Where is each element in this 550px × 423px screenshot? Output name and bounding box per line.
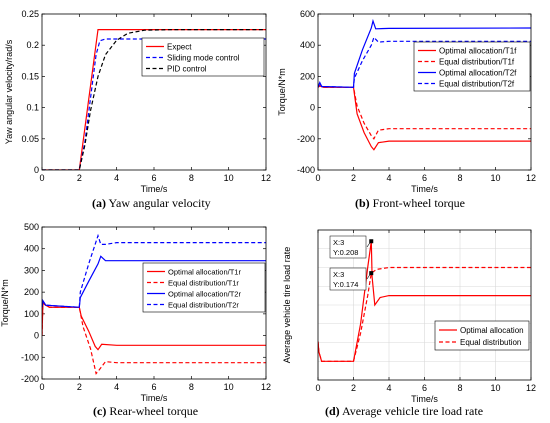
datatip-marker: [369, 271, 374, 276]
x-tick-label: 2: [77, 382, 82, 392]
x-tick-label: 6: [422, 383, 427, 393]
series-line-3: [42, 233, 266, 308]
chart-0: 0 2 4 6 8 10 12 0 0.05 0.1 0.15 0.2 0.25 Time/s Yaw an…: [4, 9, 271, 194]
y-tick-label: 400: [300, 40, 315, 50]
y-axis-label: Average vehicle tire load rate: [282, 247, 292, 363]
x-tick-label: 0: [39, 173, 44, 183]
y-tick-label: 0: [34, 165, 39, 175]
legend-entry: Optimal allocation/T2r: [168, 290, 241, 299]
legend-entry: Optimal allocation/T1r: [168, 268, 241, 277]
plot-frame: [317, 229, 532, 381]
legend-entry: Optimal allocation/T2f: [439, 69, 517, 78]
caption-b: (b) Front-wheel torque: [355, 196, 465, 210]
y-tick-label: 500: [24, 222, 39, 232]
series-line-1: [318, 85, 531, 140]
legend-entry: Optimal allocation: [460, 326, 524, 335]
x-tick-label: 4: [114, 382, 119, 392]
y-axis-label: Torque/N*m: [0, 279, 10, 327]
datatip-y-label: Y:0.208: [333, 248, 358, 257]
legend-entry: Equal distribution/T1r: [168, 279, 239, 288]
legend-entry: Optimal allocation/T1f: [439, 47, 517, 56]
datatip-x-label: X:3: [333, 238, 344, 247]
series-line-1: [318, 266, 531, 362]
y-tick-label: 0.2: [26, 40, 39, 50]
caption-d: (d) Average vehicle tire load rate: [325, 404, 484, 418]
y-tick-label: 0.1: [26, 103, 39, 113]
x-tick-label: 2: [77, 173, 82, 183]
plot-background: [318, 14, 531, 170]
x-tick-label: 12: [526, 173, 536, 183]
datatip-y-label: Y:0.174: [333, 280, 358, 289]
x-tick-label: 8: [457, 173, 462, 183]
plot-frame: [41, 226, 267, 380]
y-tick-label: 0.25: [21, 9, 39, 19]
x-tick-label: 10: [490, 383, 500, 393]
x-tick-label: 10: [224, 173, 234, 183]
y-tick-label: 0.15: [21, 71, 39, 81]
x-tick-label: 2: [351, 383, 356, 393]
caption-a: (a) Yaw angular velocity: [92, 196, 211, 210]
x-tick-label: 6: [151, 382, 156, 392]
x-tick-label: 6: [422, 173, 427, 183]
y-tick-label: 0: [310, 103, 315, 113]
x-tick-label: 8: [457, 383, 462, 393]
y-tick-label: 300: [24, 265, 39, 275]
y-tick-label: 200: [300, 71, 315, 81]
series-line-3: [318, 36, 531, 88]
legend-entry: Equal distribution: [460, 338, 521, 347]
plot-background: [42, 14, 266, 170]
legend-entry: Equal distribution/T2f: [439, 80, 515, 89]
x-tick-label: 0: [39, 382, 44, 392]
x-tick-label: 12: [526, 383, 536, 393]
y-tick-label: -100: [21, 352, 39, 362]
x-tick-label: 12: [261, 173, 271, 183]
chart-1: 0 2 4 6 8 10 12 -400 -200 0 200 400 600 Time/s Torque/…: [277, 9, 536, 194]
series-line-2: [42, 29, 266, 170]
legend-entry: Sliding mode control: [167, 54, 240, 63]
x-tick-label: 0: [315, 173, 320, 183]
x-tick-label: 10: [224, 382, 234, 392]
y-tick-label: -400: [297, 165, 315, 175]
caption-c: (c) Rear-wheel torque: [93, 404, 199, 418]
y-tick-label: 0.05: [21, 134, 39, 144]
series-line-0: [318, 241, 531, 362]
x-tick-label: 4: [386, 383, 391, 393]
datatip-box: [329, 235, 367, 259]
x-axis-label: Time/s: [141, 393, 168, 403]
datatip-box: [329, 267, 367, 291]
y-tick-label: -200: [21, 374, 39, 384]
x-axis-label: Time/s: [411, 394, 438, 404]
x-tick-label: 8: [189, 382, 194, 392]
x-tick-label: 2: [351, 173, 356, 183]
x-axis-label: Time/s: [411, 184, 438, 194]
y-axis-label: Torque/N*m: [277, 68, 287, 116]
x-tick-label: 0: [315, 383, 320, 393]
chart-3: 0 2 4 6 8 10 12 Time/s Average vehicle tire load…: [282, 229, 536, 404]
chart-2: 0 2 4 6 8 10 12 -200 -100 0 100 200 300 400 500 Time/s T…: [0, 222, 271, 403]
legend-entry: Equal distribution/T1f: [439, 58, 515, 67]
x-axis-label: Time/s: [141, 184, 168, 194]
y-tick-label: 100: [24, 309, 39, 319]
y-tick-label: -200: [297, 134, 315, 144]
datatip-marker: [369, 239, 374, 244]
y-tick-label: 200: [24, 287, 39, 297]
x-tick-label: 6: [151, 173, 156, 183]
y-axis-label: Yaw angular velocity/rad/s: [4, 39, 14, 144]
y-tick-label: 600: [300, 9, 315, 19]
legend-entry: PID control: [167, 65, 207, 74]
legend-entry: Expect: [167, 43, 192, 52]
plot-frame: [41, 13, 267, 171]
x-tick-label: 12: [261, 382, 271, 392]
x-tick-label: 8: [189, 173, 194, 183]
datatip-x-label: X:3: [333, 270, 344, 279]
y-tick-label: 0: [34, 331, 39, 341]
x-tick-label: 4: [386, 173, 391, 183]
legend-box: [434, 320, 530, 351]
legend-entry: Equal distribution/T2r: [168, 301, 239, 310]
plot-frame: [317, 13, 532, 171]
y-tick-label: 400: [24, 244, 39, 254]
x-tick-label: 4: [114, 173, 119, 183]
x-tick-label: 10: [490, 173, 500, 183]
